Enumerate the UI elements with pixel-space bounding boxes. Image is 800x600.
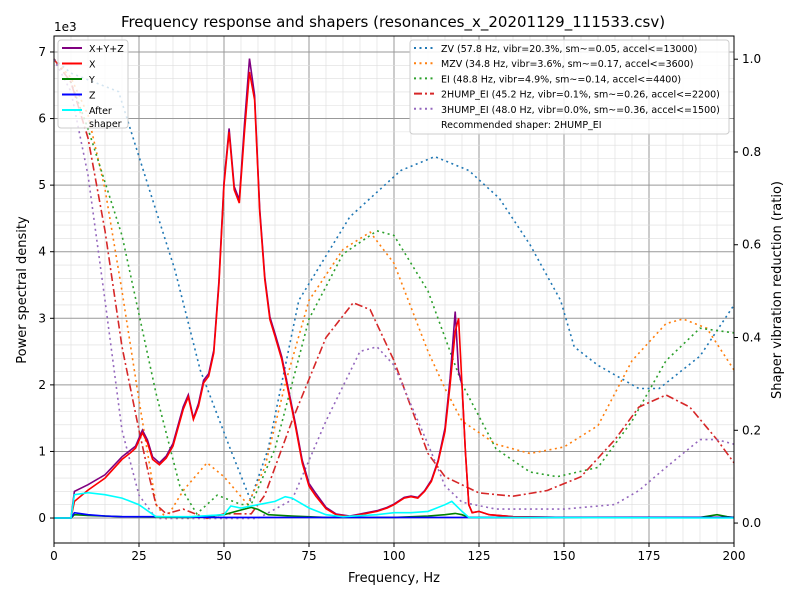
legend-label: Z xyxy=(89,91,96,102)
chart-title: Frequency response and shapers (resonanc… xyxy=(121,13,665,32)
y-right-tick-label: 0.0 xyxy=(742,516,761,530)
x-tick-label: 125 xyxy=(468,549,491,563)
x-axis-label: Frequency, Hz xyxy=(348,571,440,586)
legend-label: 3HUMP_EI (48.0 Hz, vibr=0.0%, sm~=0.36, … xyxy=(441,105,720,116)
y-tick-label: 6 xyxy=(38,112,46,126)
x-tick-label: 150 xyxy=(553,549,576,563)
psd-legend-box xyxy=(57,39,129,129)
legend-label: X+Y+Z xyxy=(89,44,124,55)
x-tick-label: 100 xyxy=(383,549,406,563)
shaper-legend-box xyxy=(409,39,730,135)
y-tick-label: 2 xyxy=(38,378,46,392)
legend-label: 2HUMP_EI (45.2 Hz, vibr=0.1%, sm~=0.26, … xyxy=(441,90,720,101)
y-right-tick-label: 0.4 xyxy=(742,331,761,345)
legend-label: MZV (34.8 Hz, vibr=3.6%, sm~=0.17, accel… xyxy=(441,59,693,70)
x-tick-label: 50 xyxy=(216,549,231,563)
y-tick-label: 4 xyxy=(38,245,46,259)
y-right-tick-label: 0.6 xyxy=(742,238,761,252)
shaper-line xyxy=(53,58,735,503)
shaper-line xyxy=(53,58,735,520)
recommended-shaper-label: Recommended shaper: 2HUMP_EI xyxy=(441,120,602,131)
y-axis-label: Power spectral density xyxy=(15,216,30,364)
x-tick-label: 175 xyxy=(638,549,661,563)
psd-line xyxy=(54,71,734,519)
legend-label: X xyxy=(89,60,96,71)
y-right-tick-label: 1.0 xyxy=(742,52,761,66)
psd-line xyxy=(54,511,734,519)
shaper-line xyxy=(53,58,735,520)
shaper-line xyxy=(53,58,735,520)
x-tick-label: 0 xyxy=(50,549,58,563)
x-tick-label: 25 xyxy=(131,549,146,563)
y-tick-label: 5 xyxy=(38,178,46,192)
legend-label: After xyxy=(89,106,112,117)
y-right-tick-label: 0.8 xyxy=(742,145,761,159)
y-offset-label: 1e3 xyxy=(54,20,77,34)
legend-label: EI (48.8 Hz, vibr=4.9%, sm~=0.14, accel<… xyxy=(441,74,681,85)
y-tick-label: 7 xyxy=(38,45,46,59)
y-right-tick-label: 0.2 xyxy=(742,423,761,437)
x-tick-label: 200 xyxy=(723,549,746,563)
legend-label: ZV (57.8 Hz, vibr=20.3%, sm~=0.05, accel… xyxy=(441,44,697,55)
legend-label: shaper xyxy=(89,119,122,130)
psd-line xyxy=(54,491,735,519)
x-tick-label: 75 xyxy=(301,549,316,563)
y-tick-label: 0 xyxy=(38,511,46,525)
y-axis-label-right: Shaper vibration reduction (ratio) xyxy=(770,181,785,399)
y-tick-label: 1 xyxy=(38,444,46,458)
y-tick-label: 3 xyxy=(38,311,46,325)
legend-label: Y xyxy=(88,75,95,86)
